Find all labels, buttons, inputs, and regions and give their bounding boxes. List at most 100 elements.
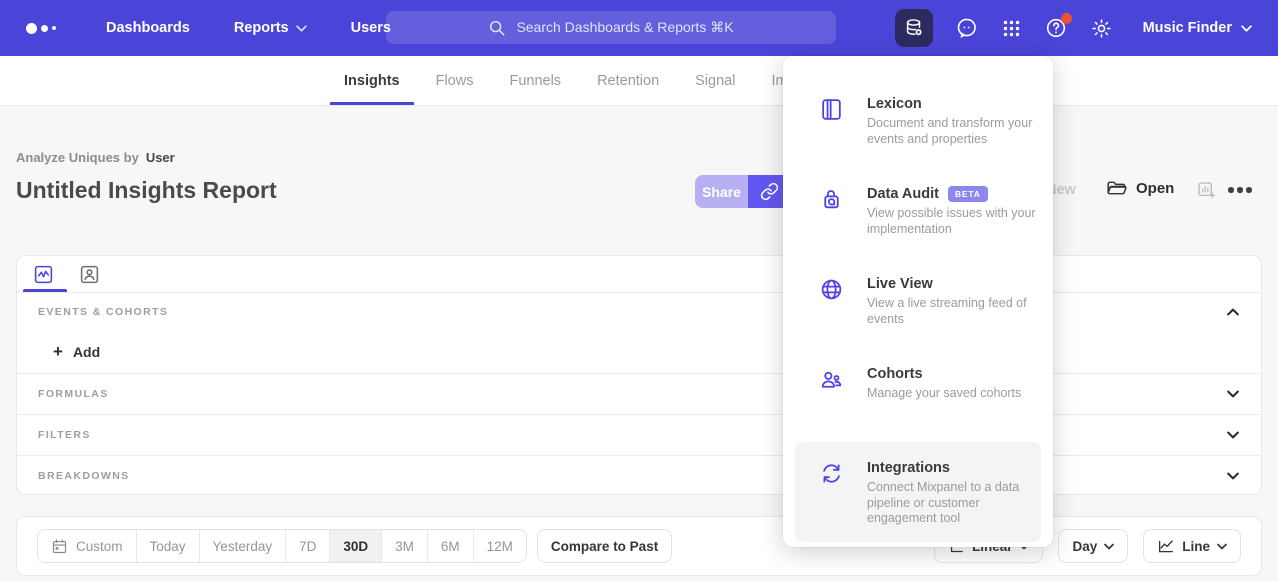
menu-item-description: Manage your saved cohorts xyxy=(867,386,1022,400)
plus-icon: + xyxy=(53,342,63,361)
grid-icon xyxy=(1003,20,1019,36)
add-event-button[interactable]: + Add xyxy=(17,331,1261,373)
chart-type-label: Line xyxy=(1182,538,1210,554)
compare-label: Compare to Past xyxy=(550,538,659,554)
tab-label: Signal xyxy=(695,72,736,89)
tab-insights[interactable]: Insights xyxy=(330,56,414,105)
data-audit-lock-icon xyxy=(824,190,839,209)
date-range-label: 6M xyxy=(440,538,460,554)
new-report-button[interactable]: New xyxy=(1046,182,1076,198)
menu-item-description: Connect Mixpanel to a data pipeline or c… xyxy=(867,480,1020,525)
tab-metrics-view[interactable] xyxy=(32,263,54,285)
board-add-icon xyxy=(1198,182,1216,199)
menu-item-title: Live View xyxy=(867,276,933,292)
share-button-group: Share xyxy=(695,175,790,208)
nav-dashboards[interactable]: Dashboards xyxy=(106,20,190,36)
chevron-down-icon xyxy=(1104,543,1115,549)
globe-icon xyxy=(821,279,842,300)
date-range-custom[interactable]: Custom xyxy=(38,530,136,562)
date-range-7d[interactable]: 7D xyxy=(285,530,329,562)
menu-item-description: Document and transform your events and p… xyxy=(867,116,1033,146)
interval-dropdown[interactable]: Day xyxy=(1058,529,1129,563)
add-label: Add xyxy=(72,344,101,360)
line-chart-icon xyxy=(1159,540,1174,553)
date-range-12m[interactable]: 12M xyxy=(472,530,526,562)
compare-to-past-button[interactable]: Compare to Past xyxy=(536,529,673,563)
nav-users-label: Users xyxy=(350,20,391,36)
beta-badge: BETA xyxy=(947,186,988,202)
date-range-today[interactable]: Today xyxy=(135,530,199,562)
menu-item-lexicon[interactable]: Lexicon Document and transform your even… xyxy=(783,82,1053,172)
chevron-down-icon xyxy=(295,24,307,32)
folder-icon xyxy=(1107,181,1127,195)
date-range-label: 30D xyxy=(343,538,369,554)
tab-label: Insights xyxy=(344,72,400,89)
date-range-3m[interactable]: 3M xyxy=(381,530,427,562)
mixpanel-logo[interactable] xyxy=(26,22,56,34)
data-management-dropdown-menu: Lexicon Document and transform your even… xyxy=(783,56,1053,547)
query-mode-tabs xyxy=(17,256,1261,293)
date-range-label: Yesterday xyxy=(212,538,273,554)
date-range-yesterday[interactable]: Yesterday xyxy=(198,530,286,562)
menu-item-title: Cohorts xyxy=(867,366,923,382)
user-profile-icon xyxy=(80,265,98,283)
nav-reports[interactable]: Reports xyxy=(234,20,307,36)
menu-item-data-audit[interactable]: Data Audit BETA View possible issues wit… xyxy=(783,172,1053,262)
menu-item-title: Data Audit xyxy=(867,186,939,202)
database-gear-icon xyxy=(906,19,922,36)
gear-icon xyxy=(1091,18,1111,38)
chevron-up-icon xyxy=(1227,308,1239,316)
section-events-cohorts[interactable]: EVENTS & COHORTS xyxy=(17,293,1261,331)
chevron-down-icon xyxy=(1227,431,1239,439)
tab-flows[interactable]: Flows xyxy=(422,56,488,105)
calendar-icon xyxy=(52,538,67,553)
subtitle-entity[interactable]: User xyxy=(145,150,175,165)
search-placeholder: Search Dashboards & Reports ⌘K xyxy=(516,19,734,35)
settings-button[interactable] xyxy=(1090,17,1113,40)
project-name: Music Finder xyxy=(1142,20,1232,36)
data-management-button[interactable] xyxy=(894,9,933,47)
section-breakdowns[interactable]: BREAKDOWNS xyxy=(17,455,1261,494)
apps-grid-button[interactable] xyxy=(1001,18,1022,39)
tab-label: Flows xyxy=(435,72,474,89)
interval-label: Day xyxy=(1072,538,1098,554)
page-title[interactable]: Untitled Insights Report xyxy=(16,177,277,203)
tab-funnels[interactable]: Funnels xyxy=(495,56,575,105)
open-report-button[interactable]: Open xyxy=(1106,179,1174,197)
section-filters[interactable]: FILTERS xyxy=(17,414,1261,455)
help-icon xyxy=(1046,18,1065,38)
menu-item-cohorts[interactable]: Cohorts Manage your saved cohorts xyxy=(783,352,1053,442)
menu-item-description: View a live streaming feed of events xyxy=(867,296,1027,326)
menu-item-integrations[interactable]: Integrations Connect Mixpanel to a data … xyxy=(795,442,1041,542)
subtitle-prefix: Analyze Uniques by xyxy=(16,150,139,165)
date-range-label: 3M xyxy=(395,538,414,554)
topbar-actions: Music Finder xyxy=(894,9,1252,47)
chevron-down-icon xyxy=(1241,24,1252,32)
chart-type-dropdown[interactable]: Line xyxy=(1143,529,1241,563)
section-label: FORMULAS xyxy=(38,388,109,400)
date-range-selector: Custom Today Yesterday 7D 30D 3M 6M 12M xyxy=(37,529,527,563)
help-button[interactable] xyxy=(1044,13,1072,40)
menu-item-title: Integrations xyxy=(867,460,950,476)
analysis-subtitle: Analyze Uniques by User xyxy=(16,150,175,165)
section-formulas[interactable]: FORMULAS xyxy=(17,373,1261,414)
open-label: Open xyxy=(1136,179,1175,197)
tab-profiles-view[interactable] xyxy=(78,263,100,285)
share-button[interactable]: Share xyxy=(695,175,748,208)
add-to-board-button[interactable] xyxy=(1196,180,1217,201)
nav-users[interactable]: Users xyxy=(351,20,391,36)
project-switcher[interactable]: Music Finder xyxy=(1143,20,1252,36)
chart-metrics-icon xyxy=(34,265,52,283)
tab-retention[interactable]: Retention xyxy=(583,56,673,105)
menu-item-live-view[interactable]: Live View View a live streaming feed of … xyxy=(783,262,1053,352)
active-tab-underline xyxy=(23,289,67,292)
tab-signal[interactable]: Signal xyxy=(681,56,749,105)
feedback-button[interactable] xyxy=(955,16,979,40)
primary-nav: Dashboards Reports Users xyxy=(106,20,391,36)
chart-toolbar: Custom Today Yesterday 7D 30D 3M 6M 12M … xyxy=(16,516,1262,576)
nav-reports-label: Reports xyxy=(233,20,289,36)
date-range-6m[interactable]: 6M xyxy=(426,530,473,562)
more-actions-button[interactable] xyxy=(1228,187,1252,193)
date-range-30d[interactable]: 30D xyxy=(329,530,382,562)
search-input[interactable]: Search Dashboards & Reports ⌘K xyxy=(386,11,836,44)
